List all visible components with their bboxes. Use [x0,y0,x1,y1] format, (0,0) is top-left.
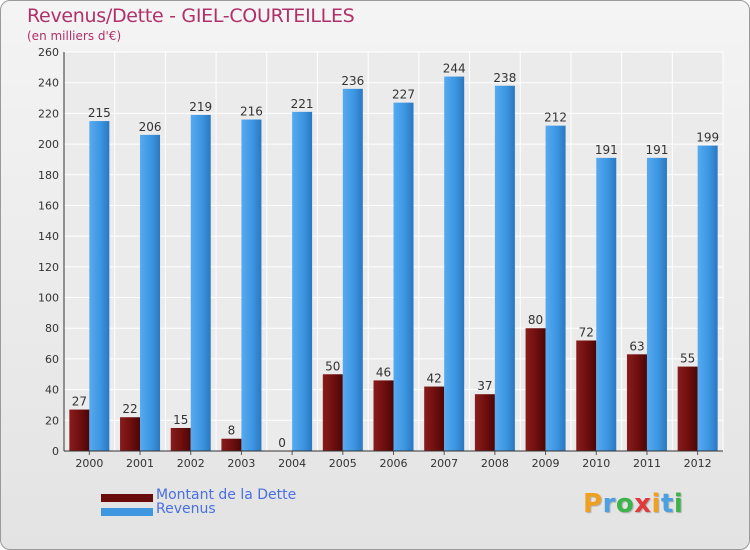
data-label-debt: 72 [579,326,594,340]
y-tick-label: 220 [38,107,59,120]
x-tick-label: 2009 [532,457,560,470]
logo-letter: P [583,489,603,519]
x-tick-label: 2002 [177,457,205,470]
data-label-revenue: 199 [696,131,719,145]
y-tick-label: 140 [38,230,59,243]
x-tick-label: 2010 [582,457,610,470]
y-tick-label: 180 [38,169,59,182]
data-label-revenue: 236 [341,74,364,88]
bar-debt [474,394,495,451]
data-label-revenue: 238 [493,71,516,85]
bar-revenue [697,145,718,451]
bar-revenue [190,114,211,452]
y-tick-label: 240 [38,77,59,90]
bar-debt [322,374,343,451]
data-label-debt: 80 [528,313,543,327]
data-label-revenue: 216 [240,105,263,119]
bar-debt [69,409,90,451]
x-tick-label: 2007 [430,457,458,470]
bar-revenue [342,88,363,451]
bar-debt [170,427,191,451]
data-label-debt: 50 [325,359,340,373]
x-tick-label: 2011 [633,457,661,470]
logo-letter: i [673,489,684,519]
logo-letter: x [634,489,652,519]
x-tick-label: 2004 [278,457,306,470]
chart-title: Revenus/Dette - GIEL-COURTEILLES [27,5,355,27]
bar-revenue [393,102,414,452]
data-label-debt: 55 [680,352,695,366]
data-label-revenue: 219 [189,100,212,114]
data-label-revenue: 227 [392,88,415,102]
y-tick-label: 0 [52,445,59,458]
y-tick-label: 200 [38,138,59,151]
legend-swatch-debt [101,494,153,502]
bar-debt [120,417,141,451]
data-label-revenue: 191 [595,143,618,157]
bar-revenue [596,157,617,451]
data-label-revenue: 206 [139,120,162,134]
x-tick-label: 2005 [329,457,357,470]
data-label-revenue: 244 [443,62,466,76]
bar-revenue [241,119,262,452]
logo-letter: r [602,489,616,519]
data-label-debt: 0 [278,436,286,450]
data-label-debt: 37 [477,379,492,393]
data-label-revenue: 221 [291,97,314,111]
bar-revenue [494,85,515,451]
y-tick-label: 80 [45,322,59,335]
data-label-debt: 63 [629,339,644,353]
bar-revenue [444,76,465,452]
data-label-debt: 8 [228,424,236,438]
bar-debt [373,380,394,451]
bar-revenue [646,157,667,451]
data-label-revenue: 191 [646,143,669,157]
bar-debt [626,354,647,451]
y-tick-label: 20 [45,414,59,427]
proxiti-logo: Proxiti [583,489,683,519]
x-tick-label: 2006 [380,457,408,470]
bar-revenue [89,121,110,452]
data-label-revenue: 212 [544,111,567,125]
logo-letter: o [615,489,635,519]
bar-debt [424,386,445,451]
data-label-debt: 42 [427,372,442,386]
legend-swatch-revenue [101,508,153,516]
bar-debt [576,340,597,451]
logo-letter: i [651,489,661,519]
data-label-debt: 46 [376,365,391,379]
data-label-debt: 27 [72,395,87,409]
y-tick-label: 260 [38,46,59,59]
x-tick-label: 2001 [126,457,154,470]
data-label-debt: 22 [122,402,137,416]
legend-label-debt: Montant de la Dette [156,487,297,503]
logo-letter: t [660,489,674,519]
y-tick-label: 100 [38,292,59,305]
chart-subtitle: (en milliers d'€) [27,29,122,43]
bar-revenue [140,134,161,451]
bar-revenue [292,111,313,451]
bar-revenue [545,125,566,452]
bar-debt [221,438,242,451]
y-tick-label: 60 [45,353,59,366]
y-tick-label: 40 [45,384,59,397]
data-label-debt: 15 [173,413,188,427]
y-tick-label: 120 [38,261,59,274]
bar-debt [677,366,698,451]
x-tick-label: 2008 [481,457,509,470]
legend-label-revenue: Revenus [156,501,216,517]
y-tick-label: 160 [38,199,59,212]
x-tick-label: 2000 [75,457,103,470]
bar-debt [525,328,546,451]
x-tick-label: 2012 [684,457,712,470]
x-tick-label: 2003 [227,457,255,470]
data-label-revenue: 215 [88,106,111,120]
